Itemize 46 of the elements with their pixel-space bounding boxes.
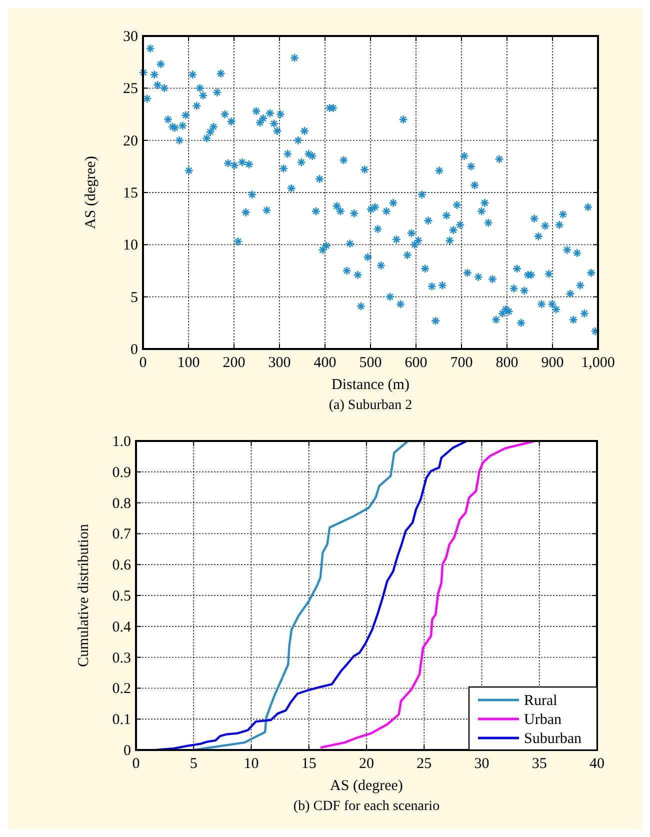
y-tick-label: 0.8 [112,496,131,512]
line-series [192,440,410,752]
y-tick-label: 1.0 [112,434,131,450]
x-tick-label: 300 [268,355,291,371]
x-tick-label: 900 [541,355,564,371]
y-tick-label: 15 [123,186,138,202]
x-tick-label: 35 [532,756,547,772]
y-tick-label: 25 [123,81,138,98]
y-tick-label: 0 [124,743,131,759]
y-tick-label: 0.4 [112,619,132,636]
x-tick-label: 40 [590,756,604,772]
y-tick-label: 0.2 [112,681,131,698]
y-axis-title: AS (degree) [83,156,99,229]
x-tick-label: 100 [177,355,200,371]
legend-label: Suburban [524,731,582,747]
x-tick-label: 400 [314,355,336,371]
y-axis-title: Cumulative distribution [76,524,92,667]
x-tick-label: 25 [416,756,432,772]
x-axis-title: Distance (m) [332,377,410,393]
x-tick-label: 200 [222,355,246,371]
x-tick-label: 5 [190,756,198,772]
x-tick-label: 30 [474,756,490,772]
x-tick-label: 600 [404,355,428,371]
y-tick-label: 20 [123,133,138,150]
y-tick-label: 0 [130,342,138,358]
x-tick-label: 700 [450,355,473,371]
x-tick-label: 20 [359,756,374,772]
y-tick-label: 0.6 [112,558,132,574]
y-tick-label: 0.5 [112,588,131,604]
y-tick-label: 0.9 [112,464,131,481]
legend-label: Urban [524,712,562,728]
x-tick-label: 1,000 [581,355,615,371]
legend-label: Rural [524,693,558,709]
x-tick-label: 15 [301,756,316,772]
text: (a) Suburban 2 [328,398,412,413]
x-tick-label: 10 [244,756,259,772]
x-axis-title: AS (degree) [330,778,403,794]
y-tick-label: 5 [130,290,138,306]
x-tick-label: 500 [359,355,382,371]
y-tick-label: 0.7 [112,526,132,543]
y-tick-label: 10 [123,238,138,254]
y-tick-label: 30 [123,29,138,45]
y-tick-label: 0.1 [112,712,131,728]
x-tick-label: 800 [496,355,518,371]
y-tick-label: 0.3 [112,650,131,666]
text: (b) CDF for each scenario [293,799,440,814]
